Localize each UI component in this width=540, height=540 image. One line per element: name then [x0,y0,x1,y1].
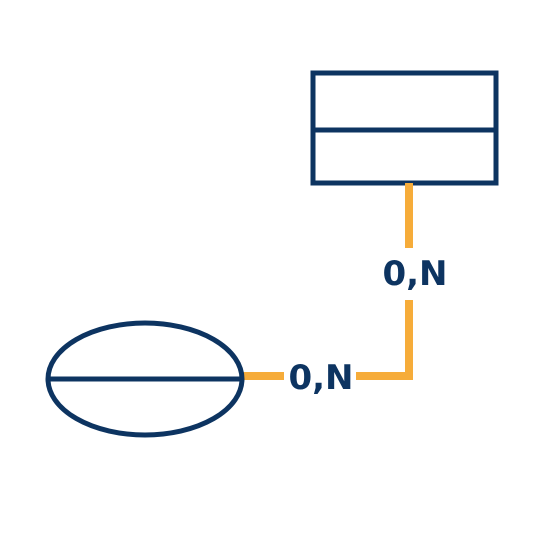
entity-box[interactable] [310,70,499,186]
cardinality-label-entity: 0,N [382,254,447,294]
attribute-ellipse[interactable] [45,320,245,438]
connector [242,183,413,380]
cardinality-label-attribute: 0,N [288,358,353,398]
